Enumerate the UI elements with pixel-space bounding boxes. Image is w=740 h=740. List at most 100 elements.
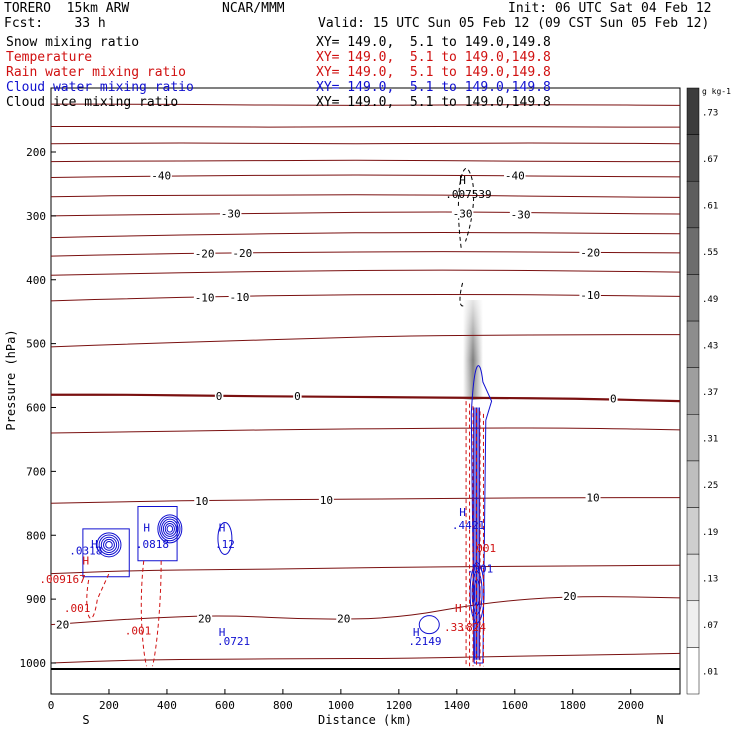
rain-water-contour (86, 573, 110, 619)
y-tick-label: 1000 (20, 657, 47, 670)
temperature-label-bg (55, 619, 71, 630)
temperature-label-bg (336, 613, 352, 624)
temperature-label: 20 (563, 590, 576, 603)
isotherm-minus20 (51, 251, 680, 257)
x-tick-label: 0 (48, 699, 55, 712)
colorbar-cell (686, 460, 700, 508)
maximum-marker: H (219, 626, 226, 639)
cloud-water-contour (159, 516, 181, 542)
maximum-marker: H (91, 538, 98, 551)
field-snow-xy: XY= 149.0, 5.1 to 149.0,149.8 (316, 35, 551, 50)
isotherm-0 (51, 393, 680, 403)
temperature-label: 0 (294, 390, 301, 403)
cloud-water-label: .0318 (69, 544, 102, 557)
temperature-label: 0 (610, 393, 617, 406)
temperature-label-bg (451, 208, 474, 219)
isotherm-minus40 (51, 174, 680, 179)
maximum-marker: H (459, 174, 466, 187)
maximum-marker: H (413, 626, 420, 639)
colorbar-cell (686, 600, 700, 648)
temperature-label-bg (214, 391, 224, 402)
colorbar-label: .49 (702, 295, 718, 305)
cloud-water-label: .0818 (136, 538, 169, 551)
temperature-label: -20 (580, 246, 600, 259)
isotherm-15 (51, 564, 680, 575)
temperature-label-bg (231, 247, 254, 258)
x-tick-label: 1400 (444, 699, 471, 712)
field-temperature-name: Temperature (6, 50, 93, 65)
cloud-water-contour (103, 538, 115, 551)
cloud-ice-contour (457, 167, 475, 248)
maximum-marker: H (459, 506, 466, 519)
cloud-water-contour (161, 518, 179, 540)
cloud-water-contour (100, 536, 118, 553)
temperature-label-bg (585, 492, 601, 503)
isotherm-25 (51, 652, 680, 664)
colorbar-label: .25 (702, 481, 718, 491)
colorbar-cell (686, 134, 700, 182)
temperature-label-bg (193, 248, 216, 259)
rain-water-label: .001 (125, 624, 152, 637)
colorbar-label: .67 (702, 155, 718, 165)
maximum-marker: H (455, 602, 462, 615)
maximum-marker: H (82, 555, 89, 568)
isotherm-minus60 (51, 103, 680, 106)
colorbar-cell (686, 227, 700, 275)
cloud-water-label: .0721 (217, 635, 250, 648)
temperature-label: -20 (232, 247, 252, 260)
isotherm-minus35 (51, 194, 680, 198)
colorbar-cell (686, 367, 700, 415)
temperature-label: -10 (195, 292, 215, 305)
cloud-water-contour (162, 520, 177, 537)
snow-shading-fade (463, 300, 483, 400)
temperature-label-bg (293, 391, 302, 402)
cloud-water-contour (82, 528, 130, 578)
temperature-label-bg (318, 495, 334, 506)
temperature-label-bg (509, 209, 532, 220)
cloud-water-contour (137, 506, 178, 562)
temperature-label: -10 (229, 291, 249, 304)
forecast-hour: Fcst: 33 h (4, 16, 106, 31)
temperature-label-bg (579, 247, 601, 258)
field-rain-name: Rain water mixing ratio (6, 65, 187, 80)
temperature-label-bg (197, 613, 213, 624)
rain-water-label: .009167 (39, 573, 85, 586)
isotherm-minus30 (51, 211, 680, 217)
rain-water-label: .001 (470, 542, 497, 555)
colorbar-cell (686, 320, 700, 368)
maximum-marker: H (219, 521, 226, 534)
south-end-label: S (82, 713, 89, 727)
colorbar-label: .31 (702, 435, 718, 445)
cloud-water-label: .12 (215, 538, 235, 551)
y-tick-label: 800 (26, 529, 46, 542)
temperature-label: -40 (151, 170, 171, 183)
temperature-label: 20 (198, 612, 211, 625)
cloud-water-contour (166, 525, 174, 533)
cloud-water-contour (105, 541, 113, 549)
init-time: Init: 06 UTC Sat 04 Feb 12 (508, 1, 712, 16)
temperature-label: 10 (586, 492, 599, 505)
isotherm-minus10 (51, 293, 680, 302)
valid-time: Valid: 15 UTC Sun 05 Feb 12 (09 CST Sun … (318, 16, 710, 31)
isotherm-minus45 (51, 159, 680, 163)
x-tick-label: 1800 (560, 699, 587, 712)
cloud-ice-label: .007539 (445, 188, 491, 201)
field-rain-xy: XY= 149.0, 5.1 to 149.0,149.8 (316, 65, 551, 80)
temperature-label: -30 (511, 209, 531, 222)
org-label: NCAR/MMM (222, 1, 285, 16)
temperature-label-bg (150, 170, 172, 181)
rain-water-contours (86, 401, 484, 667)
cloud-water-contours (82, 365, 493, 664)
temperature-label: 10 (195, 495, 208, 508)
snow-colorbar: .73 .67 .61 .55 .49 .43 .37 .31 .25 .19 .13 .07 .01 g… (686, 87, 731, 695)
temperature-label-bg (579, 290, 601, 301)
rain-water-label: .33 (444, 621, 464, 634)
temperature-label-bg (219, 208, 242, 219)
rain-water-label: .001 (64, 602, 91, 615)
colorbar-label: .07 (702, 621, 718, 631)
x-tick-label: 600 (215, 699, 235, 712)
contour-labels: -40 -40 -30 -30 -30 -20 -20 -20 -10 -10 -10 0 0 0 10 10… (39, 170, 618, 648)
isotherm-minus5 (51, 334, 680, 348)
isotherm-minus50 (51, 142, 680, 145)
temperature-label: 20 (56, 619, 69, 632)
